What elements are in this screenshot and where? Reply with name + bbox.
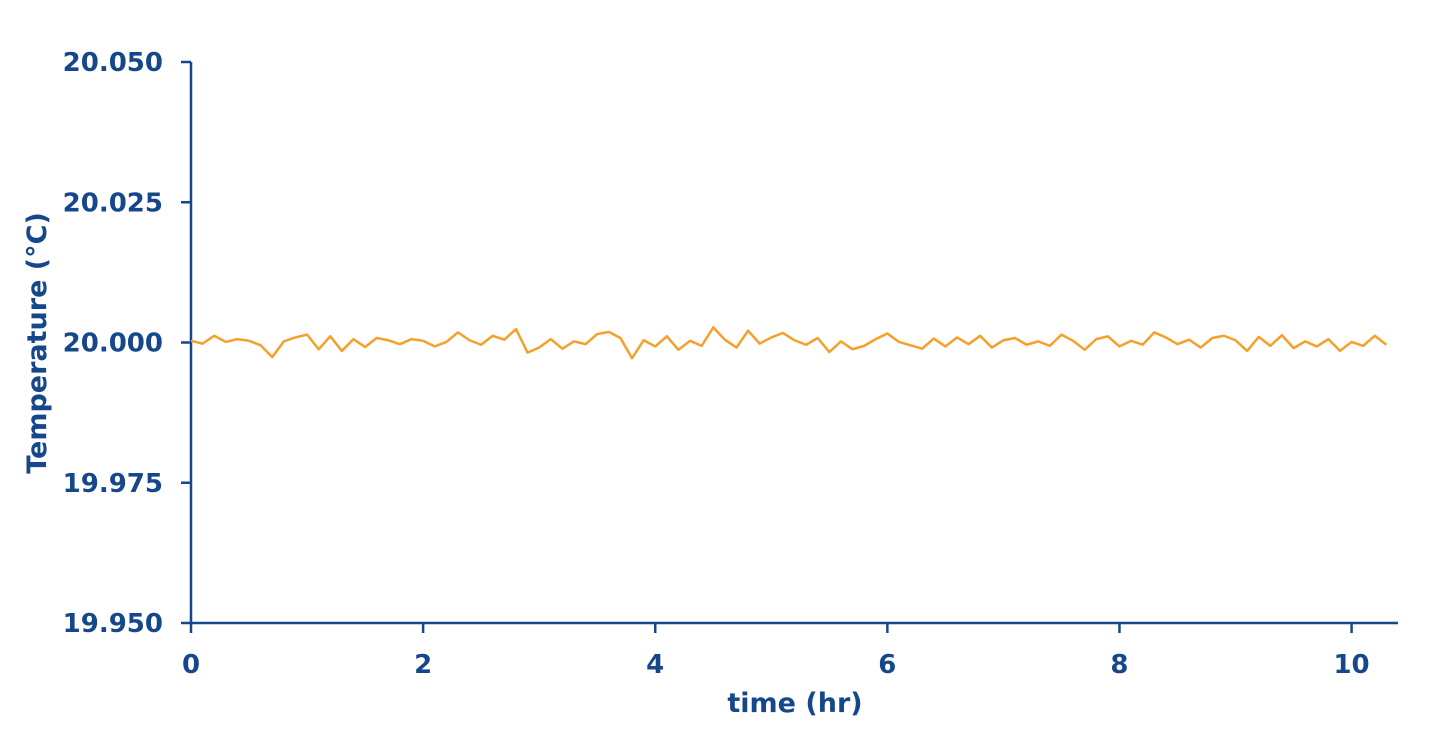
y-tick-label: 20.000 bbox=[63, 329, 163, 359]
y-tick-label: 20.050 bbox=[63, 48, 163, 78]
x-tick-label: 4 bbox=[646, 650, 664, 680]
y-tick-label: 20.025 bbox=[63, 188, 163, 218]
y-tick-label: 19.975 bbox=[63, 469, 163, 499]
x-tick-label: 2 bbox=[414, 650, 432, 680]
y-tick-label: 19.950 bbox=[63, 609, 163, 639]
x-tick-label: 0 bbox=[182, 650, 200, 680]
y-axis-label: Temperature (°C) bbox=[22, 212, 53, 474]
line-series bbox=[190, 326, 1388, 360]
x-tick-label: 8 bbox=[1110, 650, 1128, 680]
x-axis-label: time (hr) bbox=[727, 688, 862, 719]
x-tick-label: 6 bbox=[878, 650, 896, 680]
x-tick-label: 10 bbox=[1333, 650, 1369, 680]
